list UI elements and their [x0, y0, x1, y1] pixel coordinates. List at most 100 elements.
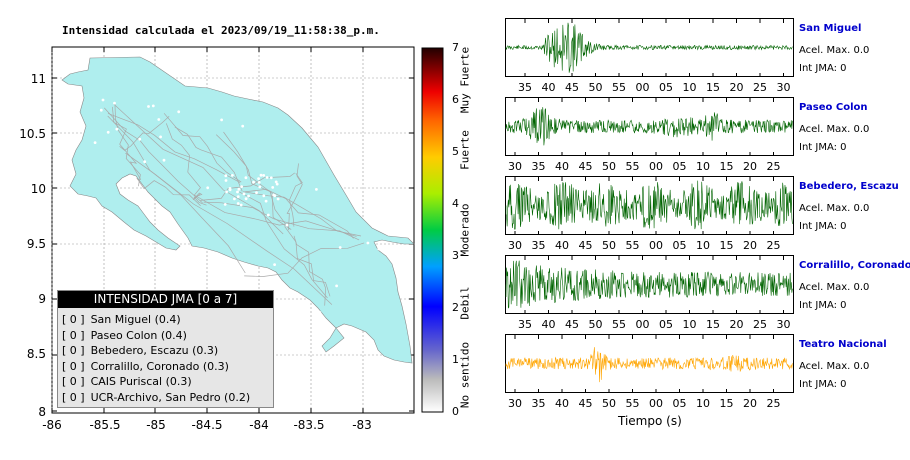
legend-item-badge: [ 0 ] [62, 328, 85, 342]
legend-item-label: Corralillo, Coronado (0.3) [90, 359, 229, 373]
intensity-legend: INTENSIDAD JMA [0 a 7] [ 0 ] San Miguel (… [57, 290, 274, 408]
waveform-trace [505, 347, 793, 383]
station-intensity: Int JMA: 0 [799, 63, 847, 74]
time-tick-label: 15 [719, 160, 734, 173]
waveform-panel [505, 97, 794, 156]
time-tick-label: 05 [659, 81, 673, 94]
waveform-panel [505, 334, 794, 393]
legend-item: [ 0 ] San Miguel (0.4) [62, 312, 273, 328]
time-tick-label: 15 [719, 397, 734, 410]
colorbar-tick: 0 [452, 405, 459, 418]
time-tick-label: 50 [588, 81, 603, 94]
time-tick-label: 35 [518, 318, 532, 331]
time-tick-label: 45 [565, 318, 579, 331]
colorbar-tick: 4 [452, 197, 459, 210]
time-tick-label: 55 [625, 239, 640, 252]
time-tick-label: 40 [541, 318, 556, 331]
waveform-panel [505, 18, 794, 77]
costa-rica-land [61, 56, 415, 364]
colorbar-tick: 2 [452, 301, 459, 314]
lon-tick: -83 [352, 418, 372, 432]
time-tick-label: 40 [555, 160, 569, 173]
time-tick-label: 35 [518, 81, 532, 94]
station-accel: Acel. Max. 0.0 [799, 361, 870, 372]
time-tick-label: 50 [602, 397, 616, 410]
station-accel: Acel. Max. 0.0 [799, 282, 870, 293]
colorbar-tick: 1 [452, 353, 459, 366]
time-tick-label: 00 [649, 160, 663, 173]
time-tick-label: 15 [706, 318, 720, 331]
time-tick-label: 00 [635, 81, 650, 94]
time-tick-label: 25 [753, 318, 767, 331]
time-tick-label: 00 [649, 397, 663, 410]
station-name: Paseo Colon [799, 102, 868, 113]
legend-item-badge: [ 0 ] [62, 344, 85, 357]
station-intensity: Int JMA: 0 [799, 379, 847, 390]
station-accel: Acel. Max. 0.0 [799, 203, 870, 214]
time-tick-label: 10 [682, 81, 697, 94]
time-tick-label: 25 [766, 239, 781, 252]
time-tick-label: 30 [508, 397, 522, 410]
legend-header: INTENSIDAD JMA [0 a 7] [58, 291, 273, 308]
time-tick-label: 10 [696, 160, 710, 173]
time-tick-label: 30 [776, 81, 791, 94]
legend-item: [ 0 ] Corralillo, Coronado (0.3) [62, 359, 273, 375]
time-tick-label: 45 [578, 397, 593, 410]
waveform-trace [505, 260, 793, 309]
waveform-trace [505, 22, 793, 73]
waveform-trace [505, 107, 793, 146]
station-name: Corralillo, Coronado [799, 260, 910, 271]
colorbar-label-fuerte: Fuerte [458, 130, 472, 170]
station-name: Teatro Nacional [799, 339, 887, 350]
time-tick-label: 05 [672, 397, 687, 410]
time-tick-label: 05 [672, 160, 687, 173]
legend-item-label: CAIS Puriscal (0.3) [90, 375, 192, 388]
lon-tick: -83.5 [293, 418, 325, 432]
time-tick-label: 55 [612, 318, 626, 331]
legend-item: [ 0 ] UCR-Archivo, San Pedro (0.2) [62, 390, 273, 406]
time-tick-label: 15 [706, 81, 720, 94]
time-tick-label: 45 [578, 160, 593, 173]
time-tick-label: 55 [625, 397, 640, 410]
lat-tick: 9 [38, 292, 46, 306]
time-tick-label: 30 [508, 239, 522, 252]
time-tick-label: 15 [719, 239, 734, 252]
colorbar-label-moderado: Moderado [458, 203, 472, 257]
time-tick-label: 40 [555, 239, 569, 252]
time-tick-label: 00 [635, 318, 650, 331]
legend-item-label: UCR-Archivo, San Pedro (0.2) [90, 390, 251, 404]
waveform-panel [505, 255, 794, 314]
x-axis-label: Tiempo (s) [618, 414, 682, 428]
lon-tick: -85.5 [89, 418, 121, 432]
time-tick-label: 05 [659, 318, 673, 331]
time-tick-label: 35 [531, 239, 546, 252]
time-tick-label: 55 [625, 160, 640, 173]
colorbar-tick: 7 [452, 41, 459, 54]
waveform-panel [505, 176, 794, 235]
time-tick-label: 10 [682, 318, 697, 331]
map-title: Intensidad calculada el 2023/09/19_11:58… [62, 24, 380, 37]
legend-item-label: San Miguel (0.4) [90, 313, 181, 326]
time-tick-label: 20 [743, 397, 757, 410]
time-tick-label: 50 [588, 318, 603, 331]
time-tick-label: 10 [696, 239, 710, 252]
lat-tick: 10.5 [19, 127, 46, 141]
time-tick-label: 35 [531, 397, 546, 410]
lat-tick: 8.5 [26, 347, 46, 361]
legend-item-label: Paseo Colon (0.4) [90, 328, 187, 342]
legend-item-badge: [ 0 ] [62, 390, 85, 404]
time-tick-label: 45 [565, 81, 579, 94]
legend-item: [ 0 ] Bebedero, Escazu (0.3) [62, 343, 273, 359]
time-tick-label: 50 [602, 239, 616, 252]
time-tick-label: 30 [508, 160, 522, 173]
time-tick-label: 25 [766, 160, 781, 173]
time-tick-label: 05 [672, 239, 687, 252]
lat-tick: 9.5 [26, 237, 46, 251]
station-name: Bebedero, Escazu [799, 181, 899, 192]
time-tick-label: 25 [753, 81, 767, 94]
time-tick-label: 20 [729, 81, 744, 94]
legend-item: [ 0 ] Paseo Colon (0.4) [62, 328, 273, 344]
lon-tick: -84 [249, 418, 269, 432]
lat-tick: 11 [30, 72, 46, 86]
colorbar-label-debil: Debil [458, 286, 472, 320]
